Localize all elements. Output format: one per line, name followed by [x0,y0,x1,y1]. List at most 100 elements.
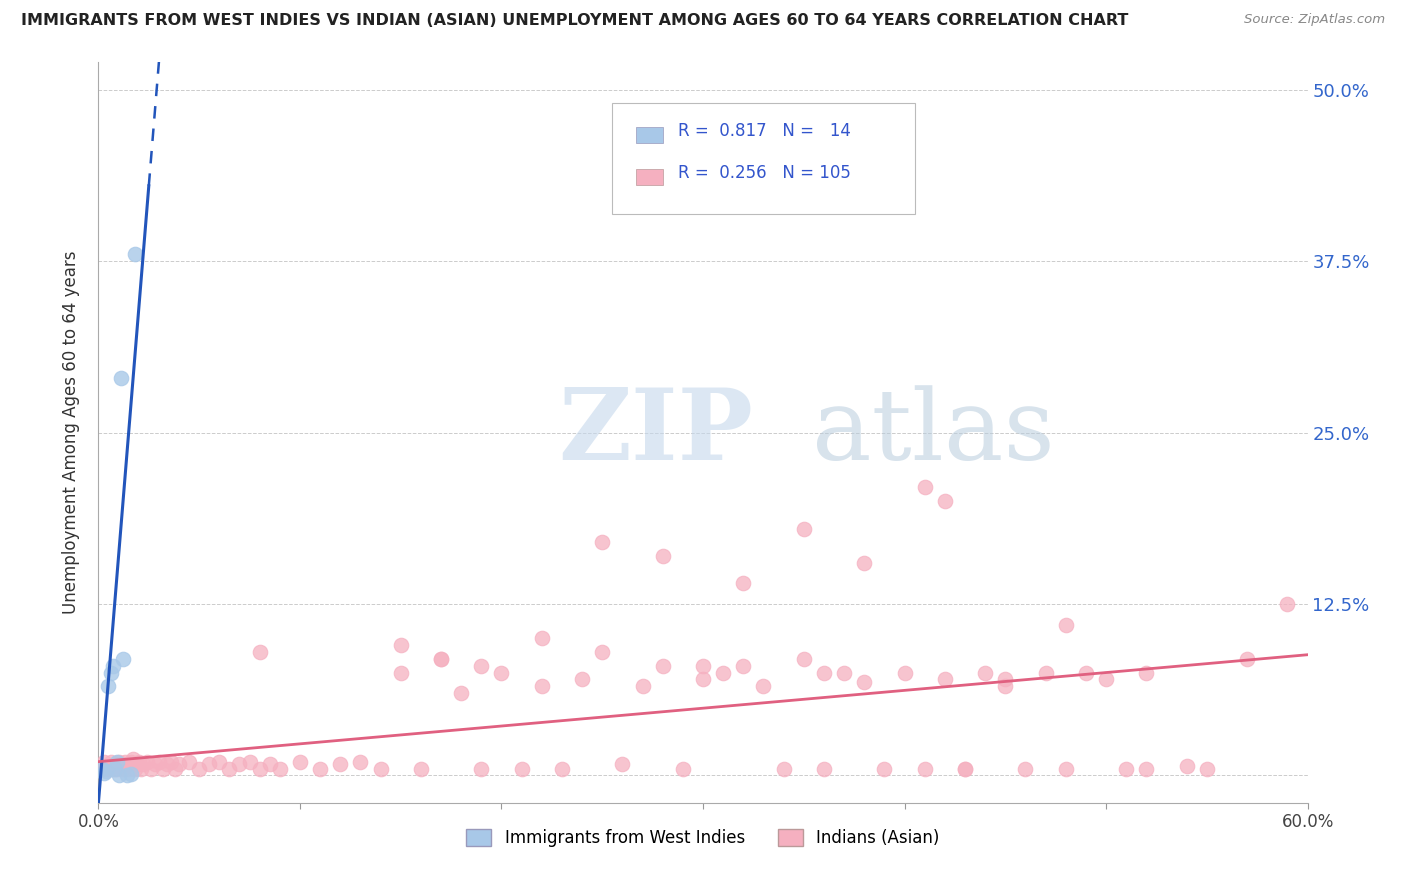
Point [1135,665,1157,680]
Point [288,755,311,769]
Point [1095,673,1118,687]
Point [934,494,956,508]
Point [692,658,714,673]
Point [115,768,138,782]
Point [228,757,250,772]
Point [1236,652,1258,666]
Point [914,480,936,494]
Point [103,757,125,772]
Point [309,762,332,776]
Point [389,638,412,652]
Point [530,679,553,693]
Point [107,768,129,782]
Point [329,757,352,772]
Point [953,762,976,776]
Point [259,757,281,772]
Point [118,762,141,776]
Point [853,556,876,570]
Point [132,757,155,772]
Point [101,762,124,776]
Point [692,673,714,687]
Point [450,686,472,700]
Point [591,535,613,549]
Point [793,652,815,666]
Point [115,757,138,772]
Point [125,757,148,772]
Point [105,762,128,776]
Point [128,755,150,769]
Point [1014,762,1036,776]
Point [813,762,835,776]
Point [1074,665,1097,680]
Point [143,757,166,772]
Point [218,762,240,776]
Point [152,762,174,776]
Text: ZIP: ZIP [558,384,752,481]
Point [97,679,120,693]
Point [470,762,492,776]
Point [430,652,453,666]
Point [551,762,574,776]
Point [651,658,673,673]
Point [631,679,654,693]
Point [97,762,120,776]
Point [470,658,492,673]
Point [914,762,936,776]
Point [148,755,170,769]
Point [853,675,876,690]
Point [733,576,755,591]
Point [188,762,211,776]
Point [107,755,129,769]
Point [156,757,179,772]
Text: IMMIGRANTS FROM WEST INDIES VS INDIAN (ASIAN) UNEMPLOYMENT AMONG AGES 60 TO 64 Y: IMMIGRANTS FROM WEST INDIES VS INDIAN (A… [21,13,1129,29]
Point [93,765,115,780]
Point [110,371,132,385]
Point [1175,758,1198,772]
FancyBboxPatch shape [637,127,664,143]
Point [124,247,146,261]
Point [111,652,134,666]
Point [994,679,1017,693]
Point [179,755,201,769]
Point [103,762,125,776]
Point [93,755,115,769]
Point [591,645,613,659]
Point [167,757,190,772]
Point [1054,617,1077,632]
Point [1054,762,1077,776]
Point [349,755,371,769]
Point [530,632,553,646]
Legend: Immigrants from West Indies, Indians (Asian): Immigrants from West Indies, Indians (As… [460,822,946,854]
Point [110,757,132,772]
Point [752,679,775,693]
Point [672,762,695,776]
Point [1135,762,1157,776]
Point [249,645,271,659]
Point [873,762,896,776]
Text: Source: ZipAtlas.com: Source: ZipAtlas.com [1244,13,1385,27]
Point [491,665,513,680]
Point [1195,762,1218,776]
Point [198,757,221,772]
Y-axis label: Unemployment Among Ages 60 to 64 years: Unemployment Among Ages 60 to 64 years [62,251,80,615]
Text: R =  0.817   N =   14: R = 0.817 N = 14 [678,121,851,139]
Point [269,762,291,776]
Point [129,762,152,776]
Point [772,762,794,776]
Text: R =  0.256   N = 105: R = 0.256 N = 105 [678,164,851,182]
Point [893,665,915,680]
Point [249,762,271,776]
Point [409,762,432,776]
FancyBboxPatch shape [613,103,915,214]
Point [389,665,412,680]
Point [813,665,835,680]
Point [1035,665,1057,680]
Point [91,762,114,776]
Point [139,762,162,776]
Point [96,764,118,779]
Point [100,665,122,680]
Point [953,762,976,776]
Point [1277,597,1299,611]
Point [370,762,392,776]
Point [100,755,122,769]
